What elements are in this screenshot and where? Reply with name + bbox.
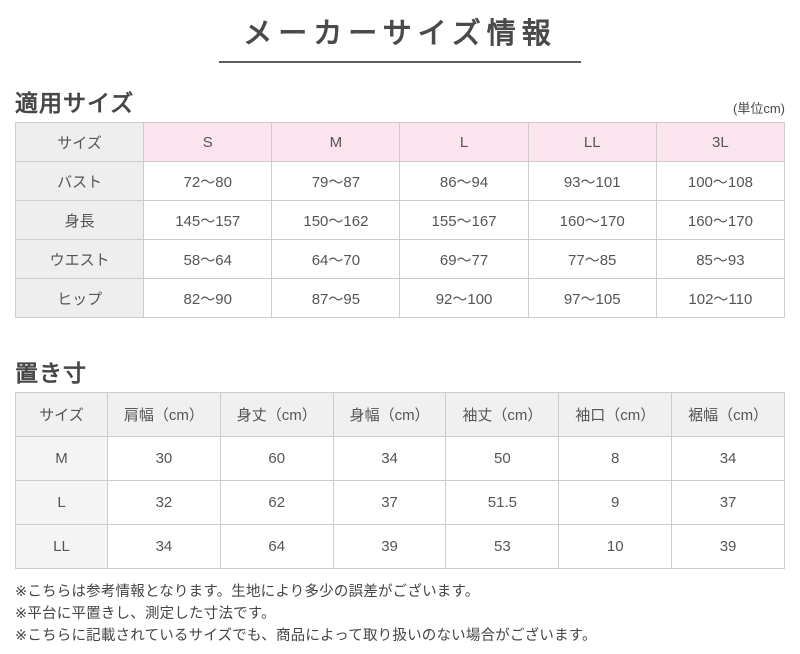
row-header-l: L (15, 480, 108, 525)
table-row-m: M 30 60 34 50 8 34 (15, 436, 785, 481)
table-cell: 9 (558, 480, 673, 525)
table-cell: 8 (558, 436, 673, 481)
column-header-body-width: 身幅（cm） (332, 392, 447, 437)
table-cell: 82〜90 (143, 278, 273, 318)
table-cell: 34 (671, 436, 785, 481)
applicable-size-section-head: 適用サイズ (単位cm) (15, 84, 785, 118)
flat-measure-table-head: サイズ 肩幅（cm） 身丈（cm） 身幅（cm） 袖丈（cm） 袖口（cm） 裾… (15, 392, 785, 437)
table-cell: 145〜157 (143, 200, 273, 240)
table-row-ll: LL 34 64 39 53 10 39 (15, 524, 785, 569)
table-cell: 79〜87 (271, 161, 401, 201)
table-header-row: サイズ S M L LL 3L (14, 122, 786, 162)
page-title-wrap: メーカーサイズ情報 (15, 6, 785, 63)
applicable-size-table-body: バスト 72〜80 79〜87 86〜94 93〜101 100〜108 身長 … (14, 161, 786, 318)
table-cell: 100〜108 (655, 161, 786, 201)
table-cell: 64〜70 (271, 239, 401, 279)
table-cell: 39 (671, 524, 785, 569)
table-row-l: L 32 62 37 51.5 9 37 (15, 480, 785, 525)
table-cell: 30 (107, 436, 221, 481)
table-cell: 160〜170 (527, 200, 657, 240)
flat-measure-table: サイズ 肩幅（cm） 身丈（cm） 身幅（cm） 袖丈（cm） 袖口（cm） 裾… (15, 392, 785, 569)
table-cell: 86〜94 (399, 161, 529, 201)
table-cell: 39 (332, 524, 447, 569)
table-cell: 93〜101 (527, 161, 657, 201)
table-cell: 58〜64 (143, 239, 273, 279)
table-cell: 87〜95 (271, 278, 401, 318)
page-title: メーカーサイズ情報 (219, 6, 581, 63)
row-header-m: M (15, 436, 108, 481)
table-cell: 50 (445, 436, 560, 481)
table-cell: 85〜93 (655, 239, 786, 279)
table-cell: 155〜167 (399, 200, 529, 240)
row-header-ll: LL (15, 524, 108, 569)
table-cell: 37 (671, 480, 785, 525)
table-cell: 34 (332, 436, 447, 481)
column-header-hem-width: 裾幅（cm） (671, 392, 785, 437)
table-cell: 64 (219, 524, 334, 569)
table-cell: 72〜80 (143, 161, 273, 201)
flat-measure-heading: 置き寸 (15, 360, 87, 386)
column-header-cuff: 袖口（cm） (558, 392, 673, 437)
table-cell: 160〜170 (655, 200, 786, 240)
applicable-size-heading: 適用サイズ (15, 90, 135, 116)
column-header-size: サイズ (14, 122, 145, 162)
column-header-ll: LL (527, 122, 657, 162)
table-row-hip: ヒップ 82〜90 87〜95 92〜100 97〜105 102〜110 (14, 278, 786, 318)
column-header-size: サイズ (15, 392, 108, 437)
table-cell: 32 (107, 480, 221, 525)
column-header-shoulder: 肩幅（cm） (107, 392, 221, 437)
table-row-height: 身長 145〜157 150〜162 155〜167 160〜170 160〜1… (14, 200, 786, 240)
row-header-waist: ウエスト (14, 239, 145, 279)
row-header-bust: バスト (14, 161, 145, 201)
table-cell: 62 (219, 480, 334, 525)
table-header-row: サイズ 肩幅（cm） 身丈（cm） 身幅（cm） 袖丈（cm） 袖口（cm） 裾… (15, 392, 785, 437)
table-cell: 34 (107, 524, 221, 569)
table-cell: 37 (332, 480, 447, 525)
table-cell: 97〜105 (527, 278, 657, 318)
table-cell: 51.5 (445, 480, 560, 525)
footer-notes: ※こちらは参考情報となります。生地により多少の誤差がございます。 ※平台に平置き… (15, 582, 785, 647)
row-header-hip: ヒップ (14, 278, 145, 318)
note-line: ※こちらは参考情報となります。生地により多少の誤差がございます。 (15, 584, 480, 600)
table-cell: 69〜77 (399, 239, 529, 279)
column-header-s: S (143, 122, 273, 162)
unit-note: (単位cm) (733, 101, 785, 116)
applicable-size-table-head: サイズ S M L LL 3L (14, 122, 786, 162)
table-cell: 60 (219, 436, 334, 481)
column-header-3l: 3L (655, 122, 786, 162)
row-header-height: 身長 (14, 200, 145, 240)
table-cell: 53 (445, 524, 560, 569)
applicable-size-table: サイズ S M L LL 3L バスト 72〜80 79〜87 86〜94 93… (14, 122, 786, 318)
table-cell: 102〜110 (655, 278, 786, 318)
table-cell: 150〜162 (271, 200, 401, 240)
note-line: ※こちらに記載されているサイズでも、商品によって取り扱いのない場合がございます。 (15, 627, 597, 644)
table-row-waist: ウエスト 58〜64 64〜70 69〜77 77〜85 85〜93 (14, 239, 786, 279)
table-cell: 92〜100 (399, 278, 529, 318)
flat-measure-table-body: M 30 60 34 50 8 34 L 32 62 37 51.5 9 37 … (15, 436, 785, 569)
column-header-body-length: 身丈（cm） (219, 392, 334, 437)
column-header-sleeve-length: 袖丈（cm） (445, 392, 560, 437)
table-cell: 10 (558, 524, 673, 569)
column-header-m: M (271, 122, 401, 162)
column-header-l: L (399, 122, 529, 162)
table-row-bust: バスト 72〜80 79〜87 86〜94 93〜101 100〜108 (14, 161, 786, 201)
table-cell: 77〜85 (527, 239, 657, 279)
note-line: ※平台に平置きし、測定した寸法です。 (15, 605, 276, 622)
